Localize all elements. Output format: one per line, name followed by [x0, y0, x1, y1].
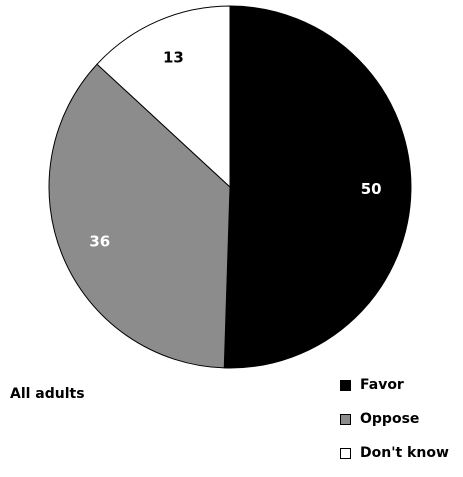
pie-slices — [48, 5, 412, 369]
legend-label-oppose: Oppose — [360, 411, 420, 427]
pie-data-labels: 50 36 13 — [89, 49, 381, 251]
pie-slice-favor — [223, 5, 412, 369]
pie-slice-oppose — [48, 63, 231, 369]
legend-swatch-dont-know — [340, 447, 351, 459]
legend-item-oppose: Oppose — [340, 409, 463, 429]
legend-label-dont-know: Don't know — [360, 445, 449, 461]
legend-item-favor: Favor — [340, 375, 463, 395]
data-label-don-t-know: 13 — [163, 49, 184, 67]
legend-label-favor: Favor — [360, 377, 404, 393]
data-label-favor: 50 — [361, 180, 382, 198]
data-label-oppose: 36 — [89, 233, 110, 251]
pie-chart: 50 36 13 — [48, 5, 412, 369]
legend-item-dont-know: Don't know — [340, 443, 463, 463]
legend-swatch-favor — [340, 379, 351, 391]
group-label: All adults — [10, 386, 85, 402]
legend-swatch-oppose — [340, 413, 351, 425]
pie-slice-don-t-know — [96, 5, 231, 189]
legend: Favor Oppose Don't know — [340, 375, 463, 477]
